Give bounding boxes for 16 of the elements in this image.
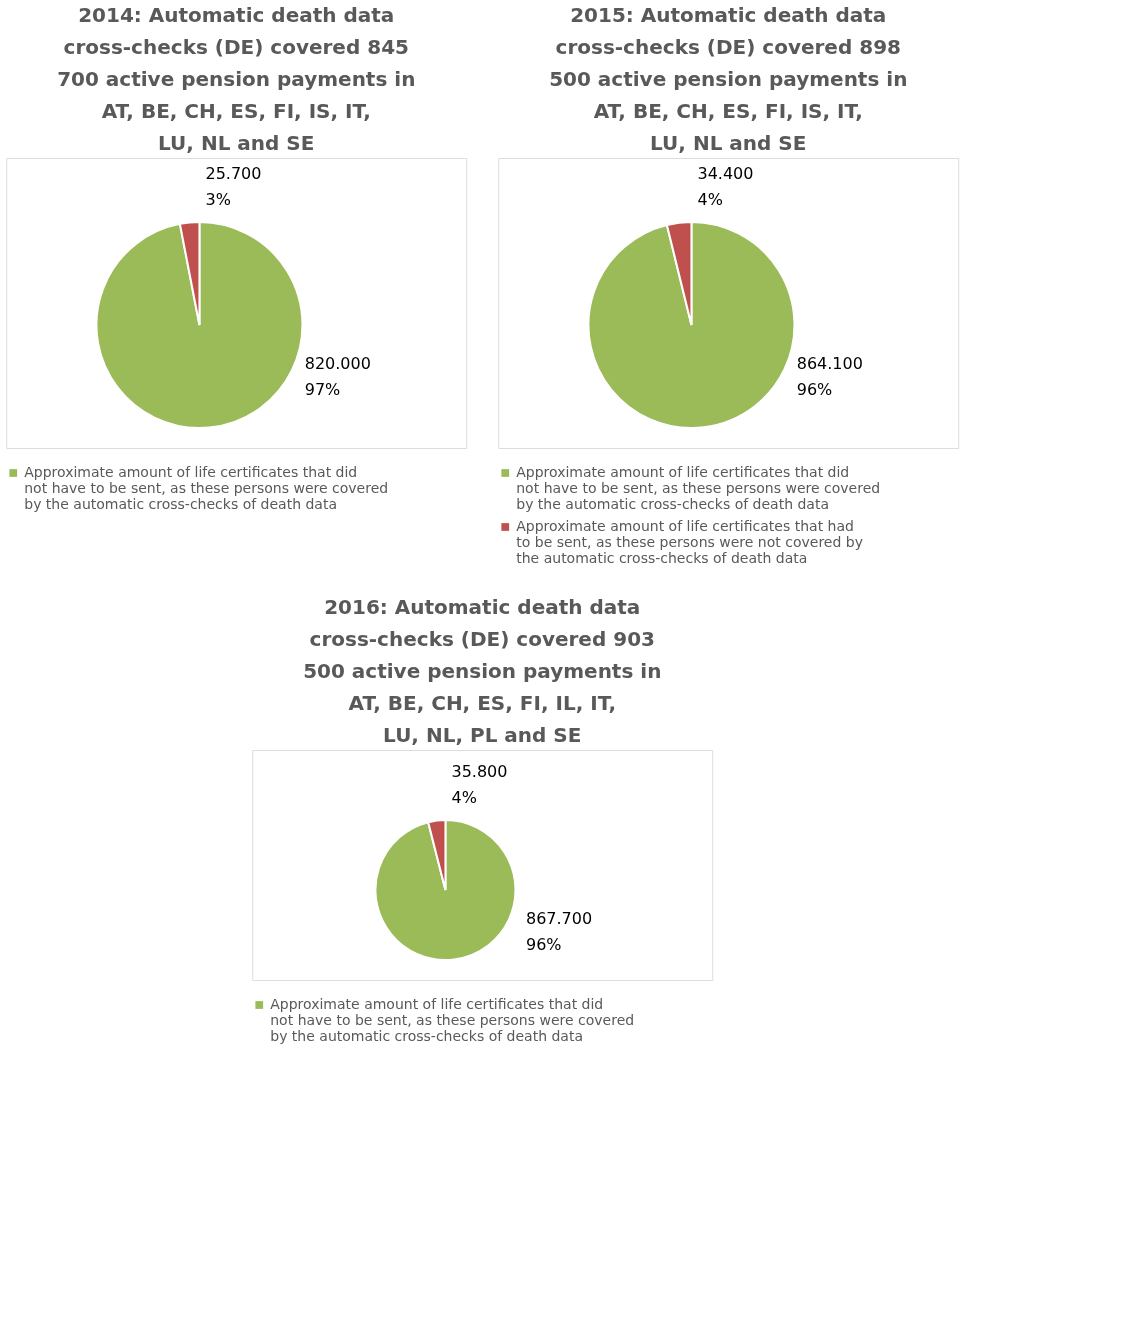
data-label: 35.800 4%: [451, 762, 508, 807]
pie-slice: [374, 819, 517, 961]
legend-label: Approximate amount of life certificates that did not have to be sent, as these persons were covered by the automatic cross-checks of death data: [270, 996, 635, 1044]
data-label: 820.000 97%: [304, 353, 371, 399]
pie-slice: [95, 221, 304, 429]
data-label: 25.700 3%: [205, 164, 262, 209]
legend-label: Approximate amount of life certificates that did not have to be sent, as these persons were covered by the automatic cross-checks of death data: [24, 464, 389, 512]
data-label: 864.100 96%: [796, 353, 863, 399]
chart-title: 2015: Automatic death data cross-checks (DE) covered 898 500 active pension payments in AT, BE, CH, ES, FI, IS, IT, LU, NL and SE: [549, 3, 908, 155]
chart-title: 2016: Automatic death data cross-checks (DE) covered 903 500 active pension payments in AT, BE, CH, ES, FI, IL, IT, LU, NL, PL and SE: [303, 595, 662, 747]
legend-label: Approximate amount of life certificates that did not have to be sent, as these persons were covered by the automatic cross-checks of death data: [516, 464, 881, 512]
data-label: 34.400 4%: [697, 164, 754, 209]
legend-label: Approximate amount of life certificates that had to be sent, as these persons were not covered by the automatic cross-checks of death data: [516, 518, 863, 566]
pie-slice: [587, 221, 796, 429]
data-label: 867.700 96%: [525, 909, 593, 954]
chart-title: 2014: Automatic death data cross-checks (DE) covered 845 700 active pension payments in AT, BE, CH, ES, FI, IS, IT, LU, NL and SE: [57, 3, 416, 155]
